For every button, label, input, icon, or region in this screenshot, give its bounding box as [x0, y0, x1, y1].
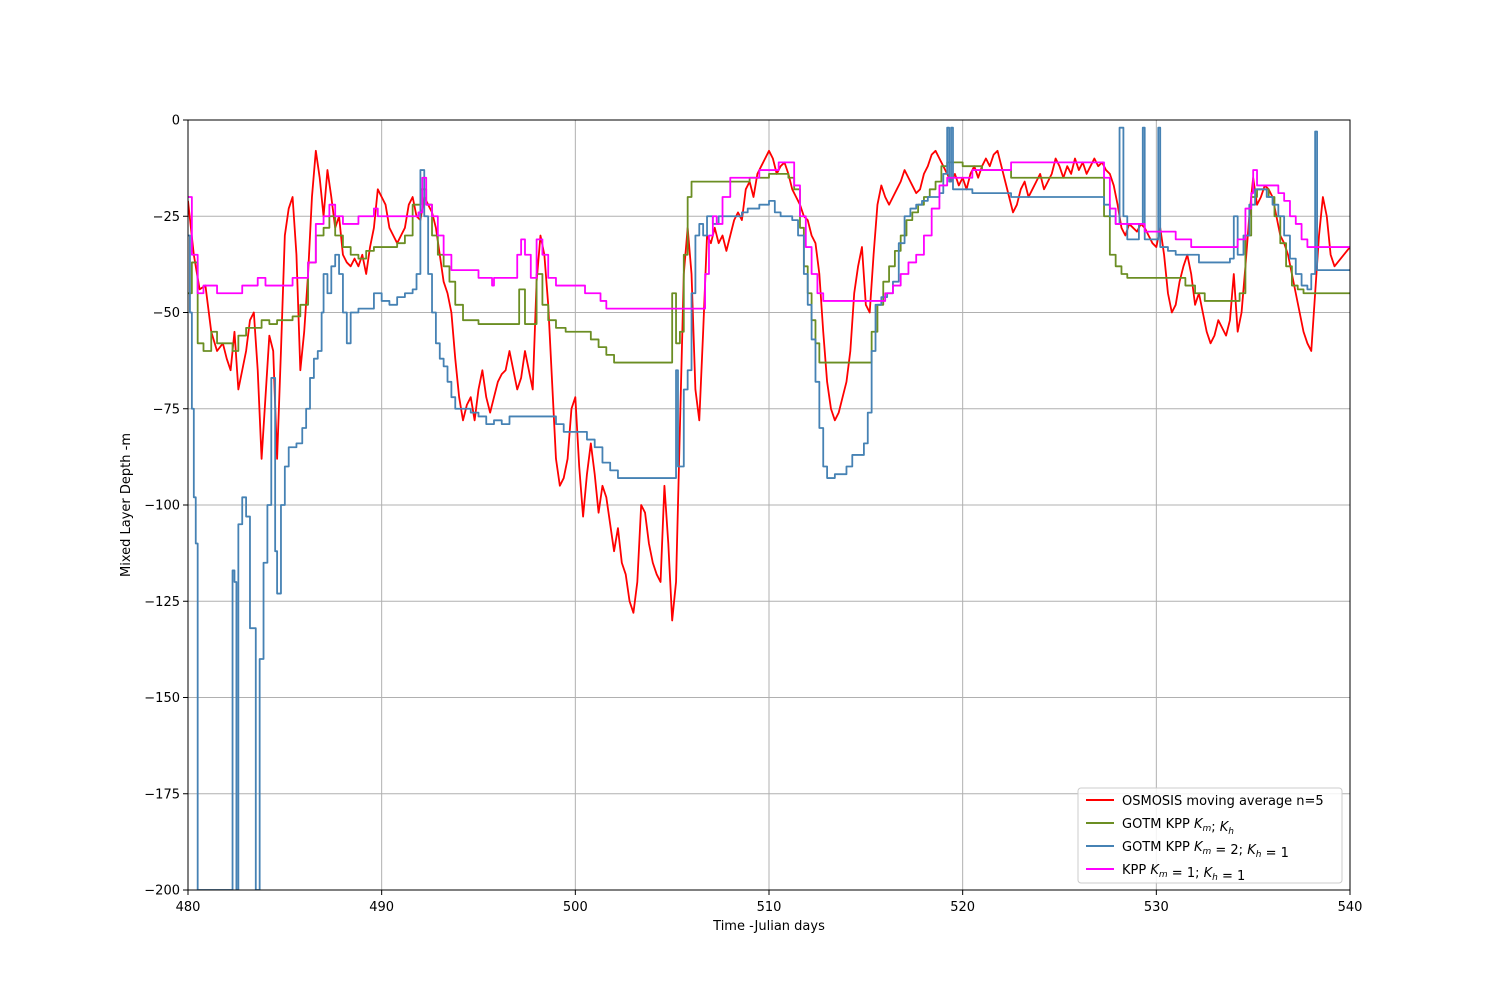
y-tick-label: −125 — [144, 595, 180, 610]
series-layer — [188, 126, 1350, 890]
x-axis-label: Time -Julian days — [712, 919, 825, 934]
y-axis: 0 −25 −50 −75 −100 −125 −150 −175 −200 — [144, 114, 188, 899]
x-tick-label: 530 — [1144, 900, 1169, 915]
x-axis: 480 490 500 510 520 530 540 — [176, 890, 1363, 915]
y-axis-label: Mixed Layer Depth -m — [119, 433, 134, 577]
series-line-1 — [188, 161, 1350, 364]
y-tick-label: −175 — [144, 787, 180, 802]
series-line-3 — [188, 161, 1350, 310]
grid — [188, 120, 1350, 890]
x-tick-label: 510 — [757, 900, 782, 915]
y-tick-label: −150 — [144, 691, 180, 706]
x-tick-label: 480 — [176, 900, 201, 915]
y-tick-label: 0 — [172, 114, 180, 129]
y-tick-label: −50 — [153, 306, 180, 321]
legend-label-2: GOTM KPP Km = 2; Kh = 1 — [1122, 840, 1289, 861]
y-tick-label: −100 — [144, 499, 180, 514]
series-line-0 — [188, 149, 1350, 622]
series-line-2 — [188, 126, 1350, 890]
legend-label-1: GOTM KPP Km; Kh — [1122, 817, 1234, 837]
y-tick-label: −200 — [144, 884, 180, 899]
x-tick-label: 490 — [369, 900, 394, 915]
legend-box — [1077, 787, 1343, 884]
x-tick-label: 540 — [1338, 900, 1363, 915]
y-tick-label: −75 — [153, 402, 180, 417]
legend: OSMOSIS moving average n=5 GOTM KPP Km; K… — [1077, 787, 1343, 884]
legend-label-0: OSMOSIS moving average n=5 — [1122, 794, 1324, 809]
x-tick-label: 520 — [950, 900, 975, 915]
y-tick-label: −25 — [153, 210, 180, 225]
legend-label-3: KPP Km = 1; Kh = 1 — [1122, 863, 1245, 884]
x-tick-label: 500 — [563, 900, 588, 915]
